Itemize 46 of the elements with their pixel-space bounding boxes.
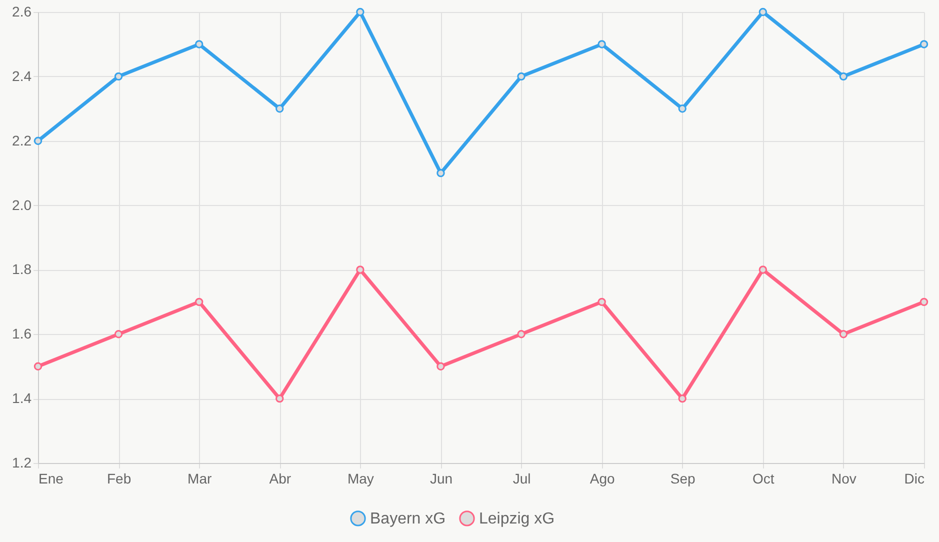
y-tick-label: 1.4 <box>12 390 32 406</box>
x-tick-label: Mar <box>188 470 212 486</box>
point <box>598 298 606 306</box>
point <box>920 298 928 306</box>
x-tick-label: Abr <box>269 470 292 486</box>
point <box>436 362 445 370</box>
x-tick-label: Sep <box>670 470 696 486</box>
x-tick-label: Feb <box>106 470 132 486</box>
point <box>920 40 928 48</box>
point <box>678 394 686 403</box>
y-tick-label: 1.2 <box>12 454 32 470</box>
x-tick-label: Dic <box>904 470 924 486</box>
point <box>356 266 364 274</box>
x-tick-label: May <box>347 470 374 486</box>
point <box>34 136 42 145</box>
y-tick-label: 1.6 <box>12 326 32 342</box>
x-tick-label: Ago <box>590 470 615 486</box>
y-tick-label: 2.6 <box>12 4 32 20</box>
point <box>517 72 526 81</box>
x-tick-label: Oct <box>752 470 774 486</box>
point <box>758 8 768 16</box>
point <box>517 330 526 338</box>
point <box>34 362 42 370</box>
y-tick-label: 2.2 <box>12 132 32 148</box>
point <box>436 168 445 178</box>
point <box>276 394 284 403</box>
x-tick-label: Jun <box>430 470 453 486</box>
point <box>758 266 768 274</box>
point <box>276 104 284 113</box>
point <box>194 40 204 48</box>
y-tick-label: 2.0 <box>12 196 32 213</box>
point <box>678 104 686 113</box>
legend-label: Leipzig xG <box>479 510 555 528</box>
x-tick-label: Nov <box>832 470 856 486</box>
y-tick-label: 1.8 <box>12 261 32 278</box>
legend-label: Bayern xG <box>370 510 446 528</box>
x-tick-label: Ene <box>38 470 64 486</box>
point <box>839 330 848 338</box>
point <box>356 8 364 16</box>
y-tick-label: 2.4 <box>12 68 32 84</box>
point <box>114 330 123 338</box>
point <box>598 40 606 48</box>
point <box>114 72 123 81</box>
point <box>839 72 848 81</box>
point <box>194 298 204 306</box>
x-tick-label: Jul <box>512 470 531 486</box>
